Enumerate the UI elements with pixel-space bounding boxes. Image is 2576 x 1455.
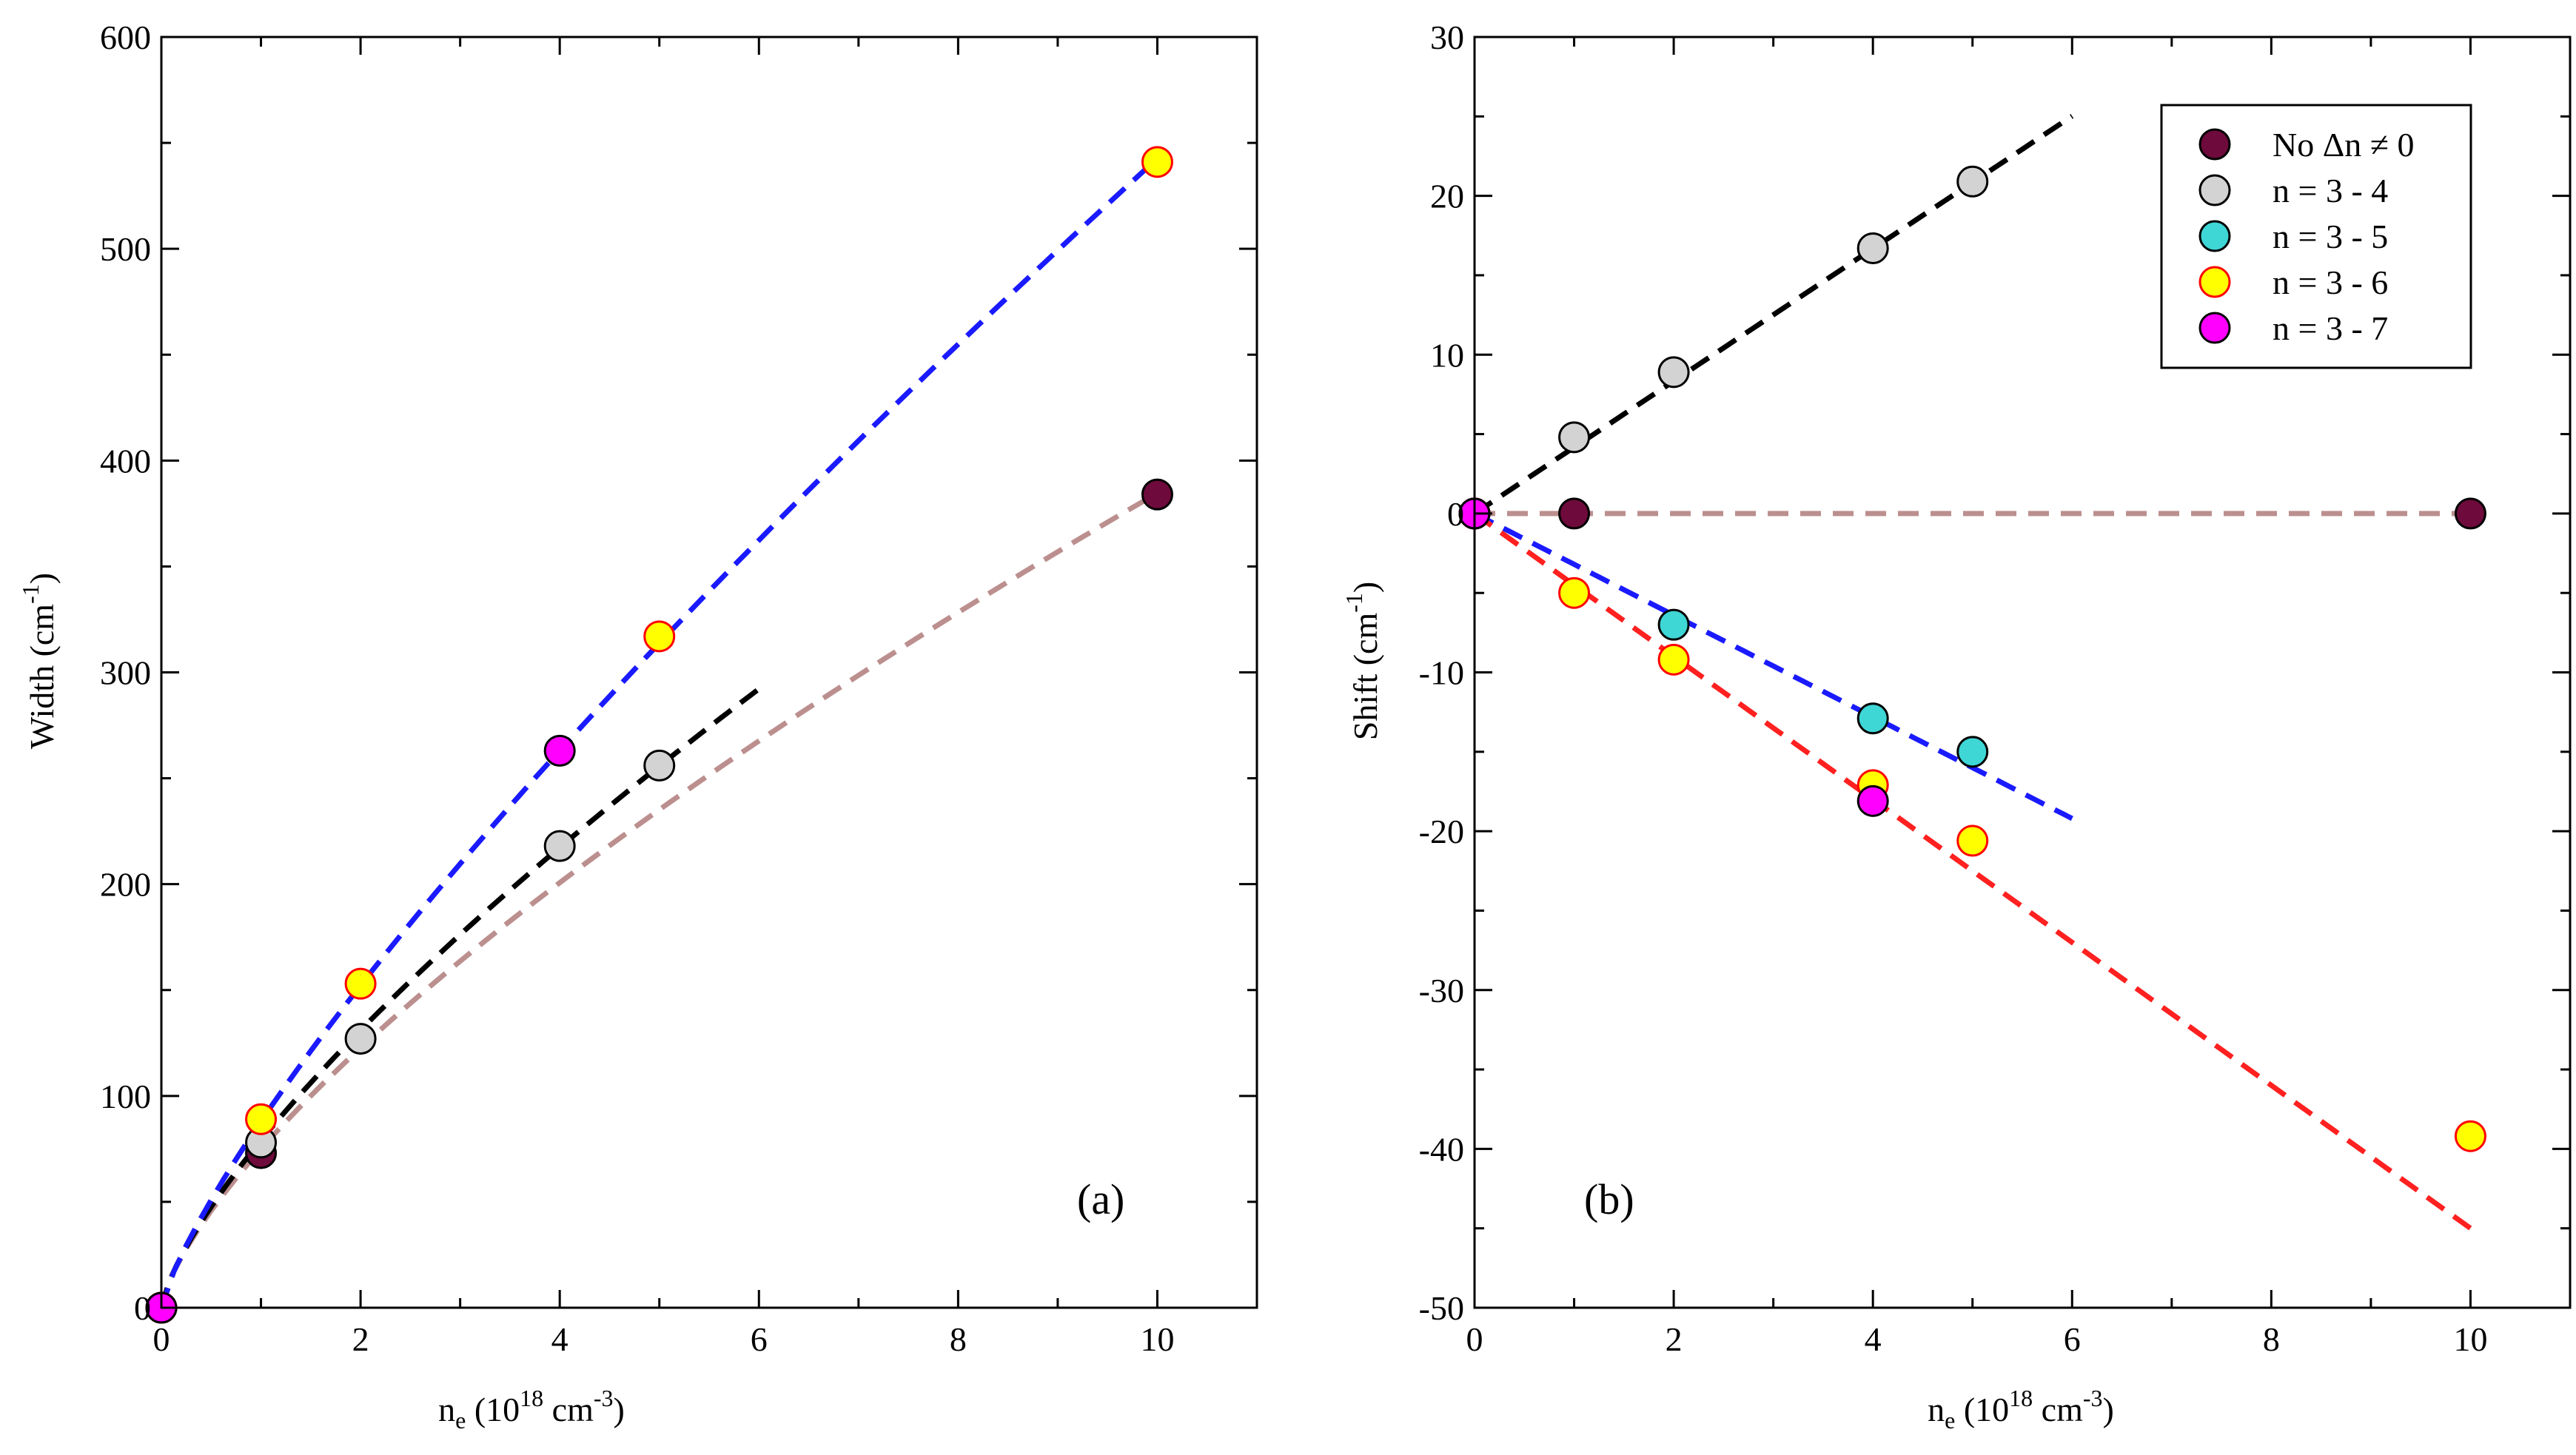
panel-b-x-axis-title: ne (1018 cm-3) xyxy=(1928,1385,2114,1434)
legend-rows: No Δn ≠ 0 n = 3 - 4 n = 3 - 5 n = 3 - 6 n = … xyxy=(2198,126,2415,347)
x-tick-label: 6 xyxy=(751,1320,768,1358)
legend-label-n34: n = 3 - 4 xyxy=(2273,172,2388,209)
panel-b-label: (b) xyxy=(1584,1175,1634,1223)
fit-line-fit_blue xyxy=(158,156,1159,1309)
marker-n35 xyxy=(1956,736,1989,768)
marker-n34 xyxy=(543,830,576,862)
y-tick-label: -20 xyxy=(1419,813,1464,850)
y-tick-label: 0 xyxy=(1447,495,1464,533)
x-tick-label: 8 xyxy=(950,1320,967,1358)
y-tick-label: 300 xyxy=(100,654,151,692)
x-tick-label: 10 xyxy=(1140,1320,1174,1358)
panel-a-label: (a) xyxy=(1077,1175,1124,1223)
marker-n36 xyxy=(643,620,676,653)
x-tick-label: 6 xyxy=(2064,1320,2081,1358)
marker-n35 xyxy=(1856,702,1889,735)
marker-no_dn xyxy=(2454,497,2486,530)
marker-n37 xyxy=(1856,784,1889,817)
x-tick-label: 0 xyxy=(1466,1320,1483,1358)
legend-marker-n35 xyxy=(2198,220,2231,252)
fit-line-fit_red xyxy=(1472,511,2472,1231)
panel-a-y-axis-title: Width (cm-1) xyxy=(17,573,61,749)
legend-marker-n36 xyxy=(2198,266,2231,298)
marker-n34 xyxy=(1856,232,1889,264)
marker-n36 xyxy=(2454,1120,2486,1152)
x-tick-label: 2 xyxy=(1666,1320,1683,1358)
marker-no_dn xyxy=(1141,478,1173,511)
legend-label-no_dn: No Δn ≠ 0 xyxy=(2273,126,2415,164)
legend-label-n37: n = 3 - 7 xyxy=(2273,309,2388,347)
y-tick-label: 100 xyxy=(100,1078,151,1115)
marker-n34 xyxy=(1558,421,1591,454)
y-tick-label: 600 xyxy=(100,19,151,56)
marker-n34 xyxy=(1657,356,1690,389)
marker-n35 xyxy=(1657,608,1690,641)
y-tick-label: -50 xyxy=(1419,1289,1464,1327)
legend-marker-n34 xyxy=(2198,174,2231,206)
y-tick-label: 400 xyxy=(100,442,151,480)
marker-n36 xyxy=(245,1103,278,1135)
panel-b-y-axis-title: Shift (cm-1) xyxy=(1341,582,1384,740)
marker-n34 xyxy=(643,749,676,782)
panel-a-ticks xyxy=(160,36,1258,1309)
y-tick-label: 200 xyxy=(100,866,151,904)
y-tick-label: 30 xyxy=(1430,19,1464,56)
panel-a-x-axis-title: ne (1018 cm-3) xyxy=(438,1385,625,1434)
fit-line-fit_brown xyxy=(158,491,1159,1309)
x-tick-label: 8 xyxy=(2263,1320,2280,1358)
marker-n34 xyxy=(1956,165,1989,198)
y-tick-label: 0 xyxy=(134,1289,151,1327)
y-tick-label: 20 xyxy=(1430,178,1464,215)
y-tick-label: -30 xyxy=(1419,972,1464,1009)
panel-b-tick-labels: 0 2 4 6 8 10 -50 -40 -30 -20 -10 0 10 20 30 xyxy=(1419,19,2488,1358)
x-tick-label: 4 xyxy=(1865,1320,1882,1358)
marker-n34 xyxy=(344,1023,377,1055)
x-tick-label: 0 xyxy=(153,1320,170,1358)
y-tick-label: 10 xyxy=(1430,336,1464,374)
y-tick-label: -10 xyxy=(1419,654,1464,692)
y-tick-label: 500 xyxy=(100,230,151,268)
panel-b-ticks xyxy=(1473,36,2572,1309)
panel-b: 0 2 4 6 8 10 -50 -40 -30 -20 -10 0 10 20 30 (b) ne (10… xyxy=(1341,19,2572,1434)
legend: No Δn ≠ 0 n = 3 - 4 n = 3 - 5 n = 3 - 6 n = … xyxy=(2160,104,2472,369)
x-tick-label: 2 xyxy=(352,1320,369,1358)
marker-n36 xyxy=(344,967,377,1000)
x-tick-label: 10 xyxy=(2453,1320,2487,1358)
legend-marker-n37 xyxy=(2198,312,2231,344)
marker-n36 xyxy=(1558,577,1591,609)
legend-marker-no_dn xyxy=(2198,128,2231,161)
marker-n37 xyxy=(543,734,576,767)
marker-n36 xyxy=(1956,824,1989,857)
x-tick-label: 4 xyxy=(551,1320,568,1358)
marker-n36 xyxy=(1141,146,1173,178)
y-tick-label: -40 xyxy=(1419,1130,1464,1168)
marker-no_dn xyxy=(1558,497,1591,530)
legend-label-n36: n = 3 - 6 xyxy=(2273,263,2388,301)
legend-label-n35: n = 3 - 5 xyxy=(2273,218,2388,255)
marker-n36 xyxy=(1657,643,1690,676)
